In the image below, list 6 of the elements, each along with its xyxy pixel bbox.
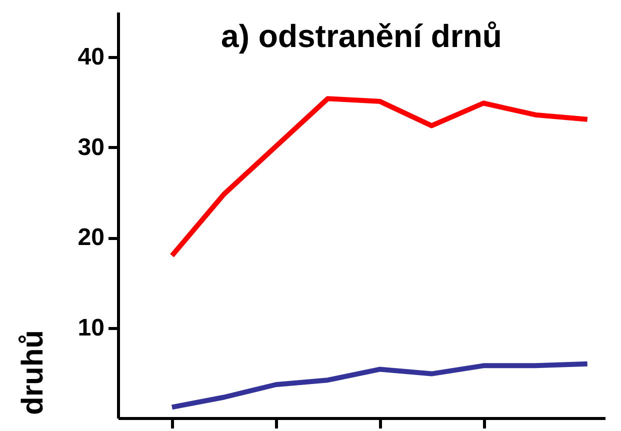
y-tick-label: 30	[78, 134, 104, 161]
y-axis-title: druhů	[16, 330, 50, 415]
y-tick-label: 40	[78, 44, 104, 71]
y-tick-label: 10	[78, 314, 104, 342]
chart-title: a) odstranění drnů	[221, 18, 502, 54]
y-tick-label: 20	[78, 224, 104, 252]
